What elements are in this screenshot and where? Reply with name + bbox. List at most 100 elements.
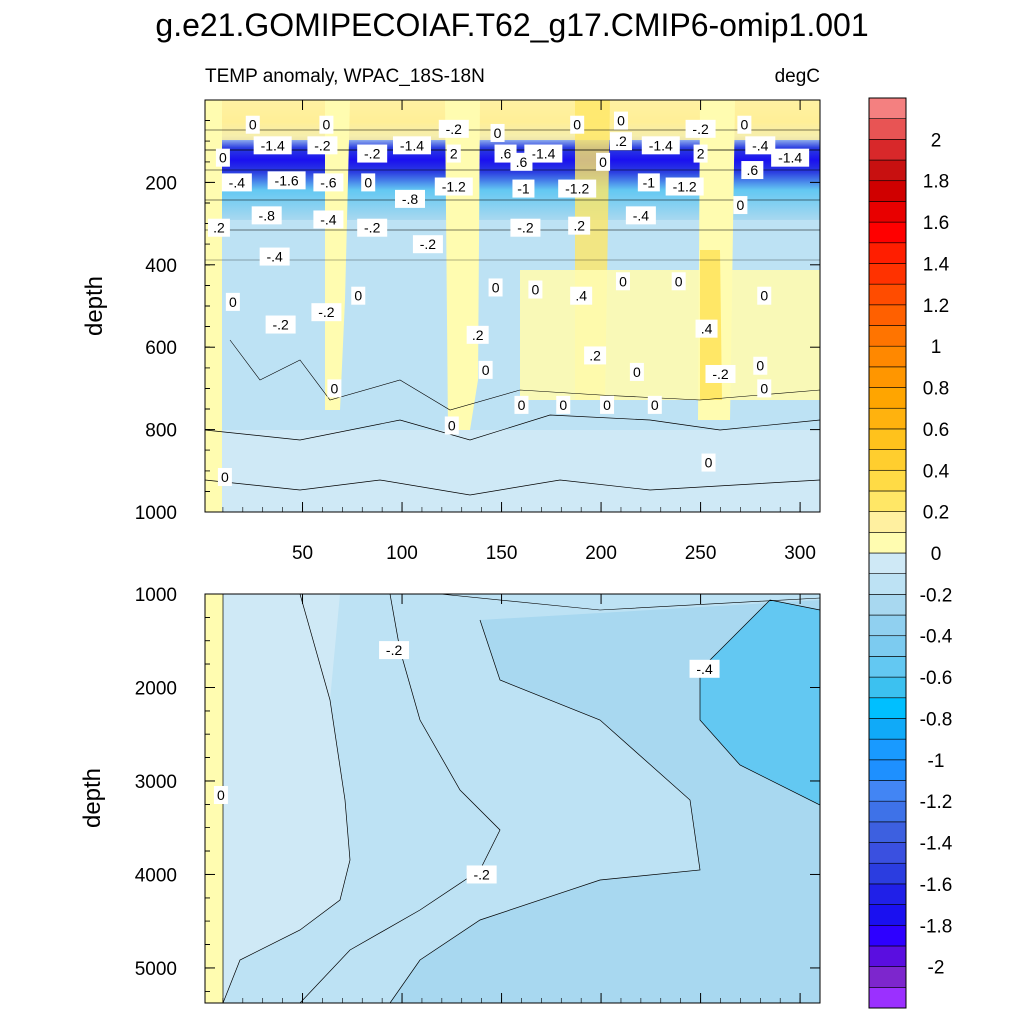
upper-contour-label-bg [392,136,431,155]
upper-contour-label-bg [207,218,230,237]
upper-contour-label-text: 0 [736,197,744,213]
upper-contour-label-text: -.8 [259,207,276,223]
upper-contour-label: 0 [225,292,240,311]
colorbar-tick-label: 1.8 [923,172,949,193]
upper-contour-label-text: 0 [559,397,567,413]
colorbar-swatch [868,139,907,161]
upper-contour-label-bg [558,179,597,198]
upper-panel-ylabel: depth [81,276,108,336]
upper-contour-label-bg [625,206,656,225]
upper-contour-label: 0 [528,280,543,299]
upper-contour-label-text: -1.4 [649,137,673,153]
colorbar-swatch [868,924,907,947]
upper-contour-label-bg [705,364,736,383]
upper-contour-label: -1.4 [771,148,810,167]
upper-contour-label: -1.2 [665,177,704,196]
upper-contour-label-bg [695,319,718,338]
upper-contour-label: 0 [245,115,260,134]
upper-contour-label-text: 0 [760,380,768,396]
upper-contour-label-bg [596,152,611,171]
upper-contour-label-bg [647,395,662,414]
upper-contour-label-bg [327,379,342,398]
upper-contour-label-text: -1.2 [565,181,589,197]
lower-ytick-label: 4000 [135,865,177,886]
upper-contour-label-text: -.2 [692,121,709,137]
upper-contour-label-text: -1.2 [442,179,466,195]
colorbar-swatch [868,904,907,926]
upper-contour-label: 0 [596,152,611,171]
upper-contour-label: 0 [556,395,571,414]
upper-contour-label: -.2 [265,315,296,334]
upper-contour-label: 0 [647,395,662,414]
upper-contour-label-text: .2 [589,347,601,363]
colorbar-frame [868,97,907,1009]
upper-contour-label: -1.2 [434,177,473,196]
colorbar-swatch [868,490,907,512]
colorbar-tick-label: -1.8 [920,916,953,937]
upper-contour-label: 0 [351,286,366,305]
upper-contour-label-text: 0 [229,294,237,310]
upper-contour-label: -.8 [395,189,425,208]
colorbar-swatch [868,821,907,843]
upper-contour-label: -.4 [259,247,290,266]
upper-contour-label-bg [512,179,535,198]
colorbar-swatch [868,449,907,471]
upper-contour-label-text: .4 [575,288,587,304]
colorbar-swatch [868,345,907,368]
upper-contour-label-text: .2 [615,133,627,149]
colorbar-swatch [868,635,907,657]
chart-title: g.e21.GOMIPECOIAF.T62_g17.CMIP6-omip1.00… [155,7,868,43]
lower-panel: 1000 2000 3000 4000 5000 -.2 -.4 0 -.2 [135,585,821,1004]
upper-contour-label-bg [251,206,282,225]
colorbar-tick-label: 0 [931,544,942,565]
upper-contour-label-bg [733,196,748,215]
colorbar-tick-label: 1.4 [923,254,950,275]
colorbar-tick-label: -2 [928,958,945,979]
upper-contour-label-bg [357,144,388,163]
upper-contour-label-bg [215,148,230,167]
upper-contour-label: -.2 [412,235,443,254]
xtick-label: 150 [486,543,518,564]
colorbar-tick-label: -0.8 [920,709,953,730]
lower-panel-xaxis [222,594,821,1003]
upper-contour-label-bg [693,144,708,163]
upper-contour-label-text: -.2 [517,220,534,236]
upper-contour-label-bg [466,325,489,344]
upper-contour-label-text: 0 [492,279,500,295]
upper-contour-label-bg [641,136,680,155]
lower-contour-label-bg [689,659,720,678]
upper-contour-label: -.2 [357,218,388,237]
lower-ytick-label: 2000 [135,678,177,699]
upper-contour-label-bg [478,360,493,379]
upper-contour-label: 0 [615,272,630,291]
upper-contour-label: 0 [757,286,772,305]
colorbar-tick-label: 1.2 [923,296,949,317]
lower-contour-label-bg [213,785,228,804]
lower-contour-label: -.2 [466,865,497,884]
lower-panel-ylabel: depth [79,768,106,828]
upper-contour-label: -1.4 [253,136,292,155]
colorbar-tick-label: 1.6 [923,213,949,234]
colorbar-swatch [868,221,907,244]
colorbar-swatch [868,945,907,967]
upper-contour-label-bg [412,235,443,254]
upper-ytick-label: 200 [145,173,177,194]
lower-ytick-label: 5000 [135,959,177,980]
upper-contour-label-text: 0 [603,397,611,413]
upper-panel-contour-labels: 0-1.4 -.20-.2-1.4-.220.6 -1.40.20-1.42-.2 0… [207,111,810,486]
colorbar-swatch [868,987,907,1009]
upper-contour-label-text: -1.4 [400,137,424,153]
colorbar-swatch [868,532,907,554]
colorbar-swatch [868,842,907,864]
upper-contour-label-text: 0 [651,397,659,413]
upper-contour-label: -.2 [357,144,388,163]
upper-contour-label-text: -.2 [364,220,381,236]
upper-contour-label-text: -1 [643,174,656,190]
upper-contour-label-bg [771,148,810,167]
upper-contour-label: 0 [701,453,716,472]
upper-contour-label-bg [613,111,628,130]
upper-contour-label-text: 0 [330,380,338,396]
upper-contour-label: -1 [512,179,535,198]
upper-contour-label-bg [745,136,776,155]
colorbar-tick-label: 2 [931,130,942,151]
